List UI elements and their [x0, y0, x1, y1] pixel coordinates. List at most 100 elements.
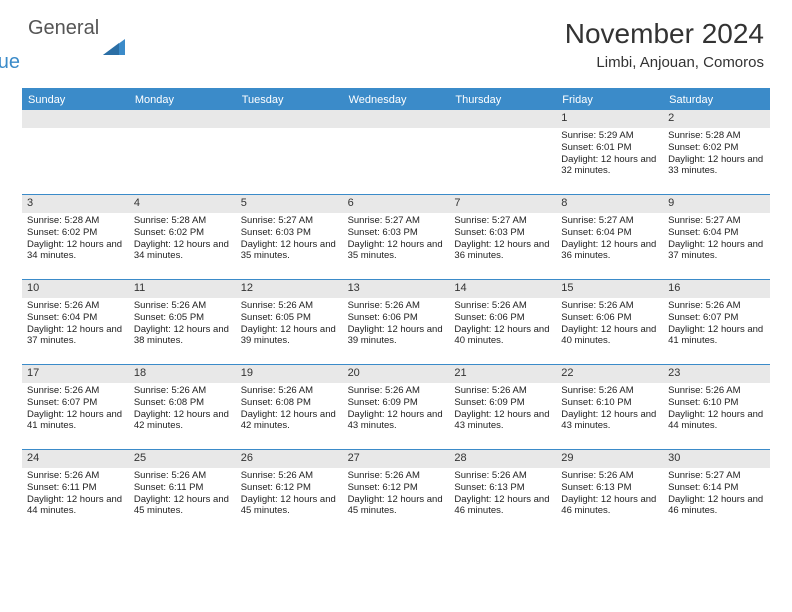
calendar-day: 1Sunrise: 5:29 AMSunset: 6:01 PMDaylight…: [556, 110, 663, 194]
day-body: Sunrise: 5:26 AMSunset: 6:06 PMDaylight:…: [343, 300, 450, 348]
sunrise-text: Sunrise: 5:26 AM: [668, 385, 765, 397]
calendar-day: 13Sunrise: 5:26 AMSunset: 6:06 PMDayligh…: [343, 280, 450, 364]
day-body: Sunrise: 5:26 AMSunset: 6:09 PMDaylight:…: [343, 385, 450, 433]
calendar-day: 16 Sunrise: 5:26 AMSunset: 6:07 PMDayligh…: [663, 280, 770, 364]
day-number: [22, 110, 129, 128]
day-number: 7: [449, 195, 556, 213]
daylight-text: Daylight: 12 hours and 34 minutes.: [134, 239, 231, 263]
daylight-text: Daylight: 12 hours and 34 minutes.: [27, 239, 124, 263]
day-body: Sunrise: 5:26 AMSunset: 6:10 PMDaylight:…: [556, 385, 663, 433]
calendar-day: 30Sunrise: 5:27 AMSunset: 6:14 PMDayligh…: [663, 450, 770, 534]
brand-part2: Blue: [0, 52, 99, 72]
sunrise-text: Sunrise: 5:26 AM: [454, 300, 551, 312]
header: General Blue November 2024 Limbi, Anjoua…: [0, 0, 792, 78]
dow-cell: Tuesday: [236, 90, 343, 110]
sunset-text: Sunset: 6:03 PM: [454, 227, 551, 239]
brand-triangle-icon: [103, 37, 125, 55]
daylight-text: Daylight: 12 hours and 42 minutes.: [241, 409, 338, 433]
calendar-day: 25Sunrise: 5:26 AMSunset: 6:11 PMDayligh…: [129, 450, 236, 534]
day-body: Sunrise: 5:27 AMSunset: 6:03 PMDaylight:…: [236, 215, 343, 263]
sunrise-text: Sunrise: 5:26 AM: [134, 385, 231, 397]
sunrise-text: Sunrise: 5:26 AM: [668, 300, 765, 312]
sunrise-text: Sunrise: 5:26 AM: [241, 300, 338, 312]
sunrise-text: Sunrise: 5:26 AM: [348, 385, 445, 397]
sunrise-text: Sunrise: 5:26 AM: [454, 470, 551, 482]
day-body: Sunrise: 5:26 AMSunset: 6:07 PMDaylight:…: [663, 300, 770, 348]
day-body: Sunrise: 5:26 AMSunset: 6:05 PMDaylight:…: [129, 300, 236, 348]
sunrise-text: Sunrise: 5:26 AM: [348, 470, 445, 482]
day-number: [449, 110, 556, 128]
sunrise-text: Sunrise: 5:28 AM: [27, 215, 124, 227]
calendar-day: 5Sunrise: 5:27 AMSunset: 6:03 PMDaylight…: [236, 195, 343, 279]
daylight-text: Daylight: 12 hours and 45 minutes.: [134, 494, 231, 518]
calendar-week: 24Sunrise: 5:26 AMSunset: 6:11 PMDayligh…: [22, 449, 770, 534]
sunset-text: Sunset: 6:04 PM: [561, 227, 658, 239]
daylight-text: Daylight: 12 hours and 36 minutes.: [454, 239, 551, 263]
calendar-day: 21Sunrise: 5:26 AMSunset: 6:09 PMDayligh…: [449, 365, 556, 449]
sunset-text: Sunset: 6:02 PM: [27, 227, 124, 239]
calendar-day: 18Sunrise: 5:26 AMSunset: 6:08 PMDayligh…: [129, 365, 236, 449]
daylight-text: Daylight: 12 hours and 46 minutes.: [454, 494, 551, 518]
sunrise-text: Sunrise: 5:27 AM: [668, 215, 765, 227]
sunrise-text: Sunrise: 5:26 AM: [454, 385, 551, 397]
sunrise-text: Sunrise: 5:27 AM: [668, 470, 765, 482]
daylight-text: Daylight: 12 hours and 35 minutes.: [241, 239, 338, 263]
day-body: Sunrise: 5:28 AMSunset: 6:02 PMDaylight:…: [129, 215, 236, 263]
sunset-text: Sunset: 6:07 PM: [27, 397, 124, 409]
day-number: 16: [663, 280, 770, 298]
day-number: 21: [449, 365, 556, 383]
sunset-text: Sunset: 6:05 PM: [134, 312, 231, 324]
calendar-day: 24Sunrise: 5:26 AMSunset: 6:11 PMDayligh…: [22, 450, 129, 534]
day-number: 15: [556, 280, 663, 298]
calendar-week: 1Sunrise: 5:29 AMSunset: 6:01 PMDaylight…: [22, 110, 770, 194]
day-number: 29: [556, 450, 663, 468]
day-body: Sunrise: 5:26 AMSunset: 6:08 PMDaylight:…: [129, 385, 236, 433]
dow-cell: Monday: [129, 90, 236, 110]
day-number: 27: [343, 450, 450, 468]
calendar-day: 15Sunrise: 5:26 AMSunset: 6:06 PMDayligh…: [556, 280, 663, 364]
daylight-text: Daylight: 12 hours and 46 minutes.: [561, 494, 658, 518]
sunrise-text: Sunrise: 5:27 AM: [454, 215, 551, 227]
day-number: 3: [22, 195, 129, 213]
sunset-text: Sunset: 6:08 PM: [134, 397, 231, 409]
daylight-text: Daylight: 12 hours and 42 minutes.: [134, 409, 231, 433]
sunset-text: Sunset: 6:02 PM: [134, 227, 231, 239]
sunrise-text: Sunrise: 5:26 AM: [27, 470, 124, 482]
day-number: 17: [22, 365, 129, 383]
calendar-day: 8Sunrise: 5:27 AMSunset: 6:04 PMDaylight…: [556, 195, 663, 279]
brand-part1: General: [28, 18, 99, 38]
dow-header-row: Sunday Monday Tuesday Wednesday Thursday…: [22, 90, 770, 110]
sunset-text: Sunset: 6:03 PM: [348, 227, 445, 239]
daylight-text: Daylight: 12 hours and 44 minutes.: [27, 494, 124, 518]
daylight-text: Daylight: 12 hours and 43 minutes.: [561, 409, 658, 433]
sunset-text: Sunset: 6:09 PM: [454, 397, 551, 409]
calendar-day: 6Sunrise: 5:27 AMSunset: 6:03 PMDaylight…: [343, 195, 450, 279]
sunset-text: Sunset: 6:09 PM: [348, 397, 445, 409]
day-number: 10: [22, 280, 129, 298]
sunset-text: Sunset: 6:11 PM: [27, 482, 124, 494]
sunset-text: Sunset: 6:13 PM: [454, 482, 551, 494]
calendar-day: 23Sunrise: 5:26 AMSunset: 6:10 PMDayligh…: [663, 365, 770, 449]
sunrise-text: Sunrise: 5:28 AM: [134, 215, 231, 227]
day-body: Sunrise: 5:26 AMSunset: 6:05 PMDaylight:…: [236, 300, 343, 348]
sunset-text: Sunset: 6:06 PM: [348, 312, 445, 324]
calendar-day: 2Sunrise: 5:28 AMSunset: 6:02 PMDaylight…: [663, 110, 770, 194]
day-number: 23: [663, 365, 770, 383]
daylight-text: Daylight: 12 hours and 40 minutes.: [454, 324, 551, 348]
sunset-text: Sunset: 6:04 PM: [27, 312, 124, 324]
daylight-text: Daylight: 12 hours and 38 minutes.: [134, 324, 231, 348]
day-number: 25: [129, 450, 236, 468]
calendar-day: 9Sunrise: 5:27 AMSunset: 6:04 PMDaylight…: [663, 195, 770, 279]
calendar-day: [343, 110, 450, 194]
sunset-text: Sunset: 6:10 PM: [668, 397, 765, 409]
dow-cell: Thursday: [449, 90, 556, 110]
sunset-text: Sunset: 6:12 PM: [241, 482, 338, 494]
day-body: Sunrise: 5:26 AMSunset: 6:11 PMDaylight:…: [22, 470, 129, 518]
daylight-text: Daylight: 12 hours and 41 minutes.: [27, 409, 124, 433]
day-number: 14: [449, 280, 556, 298]
calendar-day: 27Sunrise: 5:26 AMSunset: 6:12 PMDayligh…: [343, 450, 450, 534]
month-title: November 2024: [565, 18, 764, 50]
calendar-day: 3 Sunrise: 5:28 AMSunset: 6:02 PMDaylight…: [22, 195, 129, 279]
day-number: [129, 110, 236, 128]
day-number: 30: [663, 450, 770, 468]
